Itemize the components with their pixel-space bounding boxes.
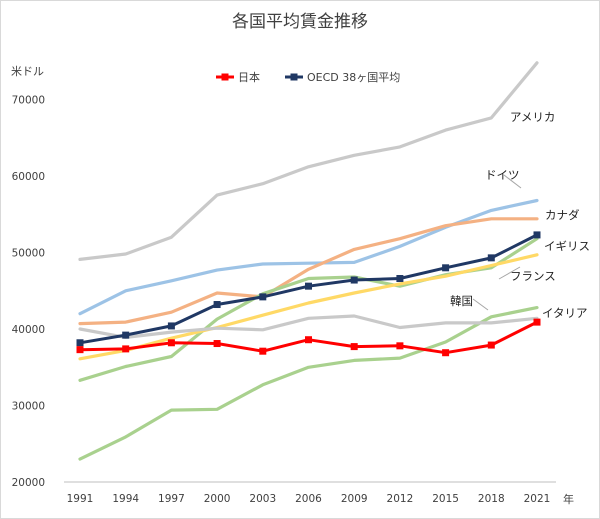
data-point-marker bbox=[122, 331, 130, 339]
legend-label: OECD 38ヶ国平均 bbox=[307, 71, 400, 84]
data-point-marker bbox=[259, 293, 267, 301]
x-tick-label: 2015 bbox=[432, 493, 459, 505]
data-point-marker bbox=[213, 340, 221, 348]
series-line-5 bbox=[78, 306, 539, 461]
series-label-2: カナダ bbox=[545, 208, 580, 222]
label-leader-line bbox=[503, 174, 522, 189]
x-tick-label: 1997 bbox=[158, 493, 185, 505]
data-point-marker bbox=[350, 343, 358, 351]
data-point-marker bbox=[396, 342, 404, 350]
data-point-marker bbox=[167, 339, 175, 347]
data-point-marker bbox=[350, 276, 358, 284]
data-point-marker bbox=[213, 301, 221, 309]
x-tick-label: 2021 bbox=[524, 493, 551, 505]
series-line-3 bbox=[78, 237, 539, 382]
legend: OECD 38ヶ国平均 日本 bbox=[216, 70, 400, 84]
x-tick-label: 2018 bbox=[478, 493, 505, 505]
x-tick-label: 2006 bbox=[295, 493, 322, 505]
series-line-0 bbox=[78, 61, 539, 261]
data-point-marker bbox=[533, 231, 541, 239]
data-point-marker bbox=[122, 345, 130, 353]
x-tick-label: 2000 bbox=[204, 493, 231, 505]
data-point-marker bbox=[533, 318, 541, 326]
chart-title: 各国平均賃金推移 bbox=[232, 12, 368, 32]
data-point-marker bbox=[487, 254, 495, 262]
label-leader-line bbox=[498, 266, 521, 280]
series-label-4: フランス bbox=[510, 269, 556, 283]
label-leader-line bbox=[472, 298, 489, 311]
x-tick-label: 2003 bbox=[249, 493, 276, 505]
data-point-marker bbox=[487, 341, 495, 349]
y-tick-label: 60000 bbox=[12, 171, 45, 183]
x-axis-ticks: 1991 1994 1997 2000 2003 2006 2009 2012 2015 2018… bbox=[67, 493, 551, 505]
series-label-1: ドイツ bbox=[485, 168, 520, 182]
x-tick-label: 2009 bbox=[341, 493, 368, 505]
data-point-marker bbox=[76, 339, 84, 347]
x-tick-label: 1994 bbox=[112, 493, 139, 505]
series-label-0: アメリカ bbox=[510, 110, 555, 124]
legend-label: 日本 bbox=[238, 70, 260, 84]
data-point-marker bbox=[396, 275, 404, 283]
data-point-marker bbox=[442, 349, 450, 357]
x-tick-label: 1991 bbox=[67, 493, 94, 505]
y-tick-label: 50000 bbox=[12, 248, 45, 260]
data-point-marker bbox=[167, 322, 175, 330]
series-lines bbox=[76, 61, 541, 461]
data-point-marker bbox=[305, 336, 312, 344]
y-tick-label: 30000 bbox=[12, 401, 45, 413]
series-label-3: イギリス bbox=[544, 239, 590, 253]
y-tick-label: 70000 bbox=[12, 95, 45, 107]
series-line-6 bbox=[78, 314, 539, 339]
data-point-marker bbox=[76, 346, 84, 354]
series-line-2 bbox=[78, 217, 539, 326]
y-axis-ticks: 20000 30000 40000 50000 60000 70000 bbox=[12, 95, 45, 490]
legend-item-oecd: OECD 38ヶ国平均 bbox=[285, 71, 400, 84]
x-axis-unit: 年 bbox=[563, 492, 574, 506]
series-line-4 bbox=[78, 253, 539, 361]
legend-item-japan: 日本 bbox=[216, 70, 260, 84]
series-line-1 bbox=[78, 198, 539, 316]
legend-swatch-marker bbox=[290, 73, 298, 81]
series-label-6: イタリア bbox=[542, 306, 588, 320]
data-point-marker bbox=[305, 282, 312, 290]
data-point-marker bbox=[442, 264, 450, 272]
y-tick-label: 20000 bbox=[12, 477, 45, 489]
data-point-marker bbox=[259, 347, 267, 355]
y-tick-label: 40000 bbox=[12, 324, 45, 336]
legend-swatch-marker bbox=[221, 73, 229, 81]
y-axis-unit: 米ドル bbox=[11, 65, 44, 78]
x-tick-label: 2012 bbox=[387, 493, 414, 505]
series-label-5: 韓国 bbox=[450, 294, 473, 308]
